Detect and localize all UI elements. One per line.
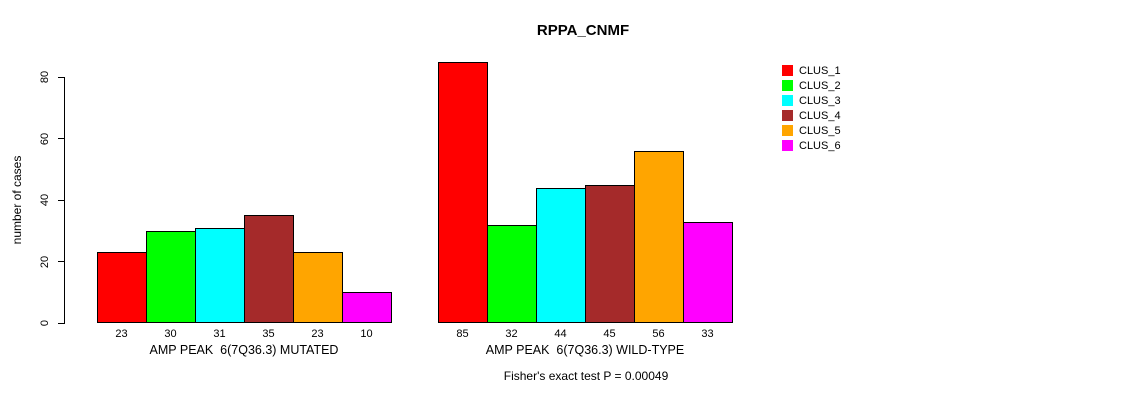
bar — [438, 62, 488, 323]
bar-value-label: 45 — [603, 328, 616, 340]
bar-value-label: 23 — [311, 328, 324, 340]
legend-color-swatch — [782, 125, 793, 136]
bar — [244, 215, 294, 323]
legend-item: CLUS_3 — [782, 93, 841, 108]
bar — [146, 231, 196, 323]
y-axis-tick — [58, 76, 65, 78]
legend-item: CLUS_6 — [782, 138, 841, 153]
y-axis-tick-label: 40 — [39, 193, 51, 207]
bar-value-label: 35 — [262, 328, 275, 340]
legend-item-label: CLUS_1 — [799, 64, 841, 77]
chart-title: RPPA_CNMF — [536, 22, 630, 39]
y-axis-tick-label: 20 — [39, 255, 51, 268]
bar — [634, 151, 684, 323]
legend-item-label: CLUS_3 — [799, 94, 841, 107]
bar — [97, 252, 147, 323]
bar — [536, 188, 586, 323]
y-axis-tick-label: 80 — [39, 70, 51, 84]
bar — [487, 225, 537, 323]
legend-item: CLUS_2 — [782, 78, 841, 93]
y-axis-tick — [58, 138, 65, 139]
bar — [293, 252, 343, 323]
legend-item-label: CLUS_6 — [799, 139, 841, 152]
legend-color-swatch — [782, 80, 793, 91]
bar-value-label: 23 — [115, 328, 128, 340]
bar-value-label: 85 — [456, 328, 469, 340]
bar-value-label: 10 — [360, 328, 373, 340]
y-axis-label: number of cases — [10, 155, 24, 245]
y-axis-tick — [58, 199, 65, 201]
bar-value-label: 31 — [213, 328, 226, 340]
x-axis-group-label: AMP PEAK 6(7Q36.3) MUTATED — [149, 343, 339, 357]
bar-value-label: 56 — [652, 328, 665, 340]
bar — [195, 228, 245, 323]
bar — [342, 292, 392, 323]
x-axis-group-label: AMP PEAK 6(7Q36.3) WILD-TYPE — [485, 343, 685, 357]
legend-item: CLUS_4 — [782, 108, 841, 123]
y-axis-tick-label: 60 — [39, 132, 51, 145]
legend-color-swatch — [782, 110, 793, 121]
legend: CLUS_1 CLUS_2 CLUS_3 CLUS_4 CLUS_5 CLUS_6 — [782, 63, 841, 153]
y-axis-tick-label: 0 — [39, 319, 51, 327]
fisher-test-annotation: Fisher's exact test P = 0.00049 — [503, 369, 669, 383]
bar — [585, 185, 635, 323]
bar-value-label: 30 — [164, 328, 177, 340]
bar — [683, 222, 733, 323]
legend-color-swatch — [782, 95, 793, 106]
bar-value-label: 32 — [505, 328, 518, 340]
bar-value-label: 44 — [554, 328, 567, 340]
legend-item-label: CLUS_2 — [799, 79, 841, 92]
legend-item-label: CLUS_5 — [799, 124, 841, 137]
legend-item-label: CLUS_4 — [799, 109, 841, 122]
legend-item: CLUS_5 — [782, 123, 841, 138]
y-axis-tick — [58, 322, 65, 324]
y-axis-tick — [58, 261, 65, 262]
bar-value-label: 33 — [701, 328, 714, 340]
legend-color-swatch — [782, 140, 793, 151]
legend-item: CLUS_1 — [782, 63, 841, 78]
legend-color-swatch — [782, 65, 793, 76]
